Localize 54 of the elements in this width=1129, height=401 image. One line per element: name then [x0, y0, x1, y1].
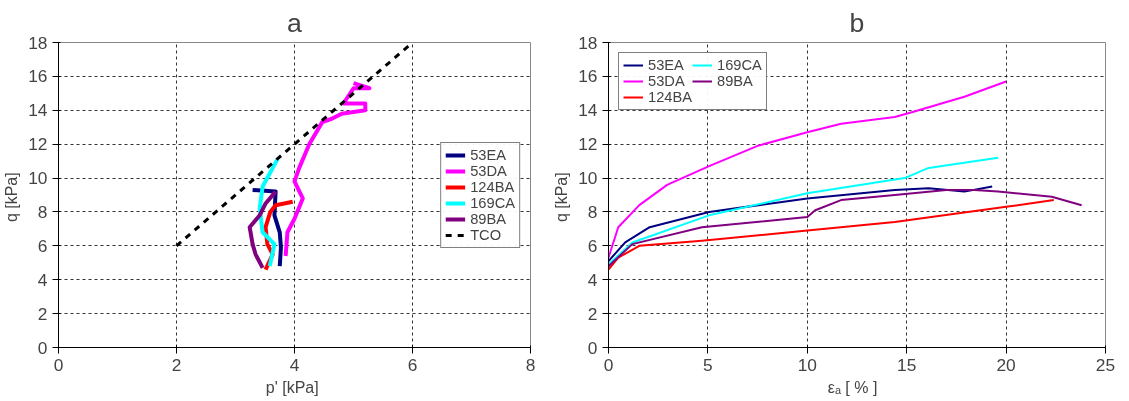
- legend-label: TCO: [470, 226, 502, 243]
- y-axis-title: q [kPa]: [553, 172, 571, 223]
- y-tick-label: 12: [28, 134, 48, 155]
- x-axis-title: εₐ [ % ]: [827, 378, 878, 396]
- x-axis-title: p' [kPa]: [265, 378, 319, 396]
- y-axis-title: q [kPa]: [3, 172, 21, 223]
- legend-label: 89BA: [717, 73, 753, 89]
- x-tick-label: 6: [407, 354, 418, 375]
- line-series: [608, 188, 1083, 268]
- legend-label: 53DA: [648, 73, 685, 89]
- x-tick-label: 0: [53, 354, 64, 375]
- y-tick-label: 16: [28, 66, 48, 87]
- legend-label: 169CA: [717, 57, 762, 73]
- chart-title: b: [849, 7, 865, 38]
- y-tick-label: 6: [587, 235, 598, 256]
- y-tick-label: 10: [578, 168, 598, 189]
- x-tick-label: 2: [171, 354, 182, 375]
- y-tick-label: 16: [578, 66, 598, 87]
- legend-label: 124BA: [648, 89, 693, 105]
- y-tick-label: 8: [37, 201, 48, 222]
- y-tick-label: 0: [587, 337, 598, 358]
- y-tick-label: 10: [28, 168, 48, 189]
- legend-label: 53EA: [470, 146, 507, 163]
- legend-label: 169CA: [470, 194, 515, 211]
- x-tick-label: 15: [897, 354, 917, 375]
- y-tick-label: 8: [587, 201, 598, 222]
- y-tick-label: 6: [37, 235, 48, 256]
- y-tick-label: 18: [578, 32, 598, 53]
- legend-label: 53EA: [648, 57, 684, 73]
- legend-label: 89BA: [470, 210, 507, 227]
- x-tick-label: 25: [1095, 354, 1116, 375]
- x-tick-label: 4: [289, 354, 300, 375]
- x-tick-label: 20: [996, 354, 1016, 375]
- line-series: [608, 185, 994, 263]
- y-tick-label: 18: [28, 32, 48, 53]
- y-tick-label: 4: [37, 269, 48, 290]
- y-tick-label: 4: [587, 269, 598, 290]
- line-series: [608, 156, 1000, 266]
- y-tick-label: 2: [587, 303, 598, 324]
- y-tick-label: 14: [578, 100, 598, 121]
- y-tick-label: 12: [578, 134, 598, 155]
- line-series: [283, 81, 372, 258]
- chart-title: a: [287, 7, 303, 38]
- line-series: [608, 199, 1055, 271]
- x-tick-label: 5: [703, 354, 713, 375]
- y-tick-label: 2: [37, 303, 48, 324]
- x-tick-label: 0: [603, 354, 614, 375]
- x-tick-label: 10: [797, 354, 817, 375]
- legend-label: 53DA: [470, 162, 507, 179]
- x-tick-label: 8: [525, 354, 536, 375]
- y-tick-label: 14: [28, 100, 48, 121]
- legend-label: 124BA: [470, 178, 515, 195]
- y-tick-label: 0: [37, 337, 48, 358]
- line-series: [257, 157, 280, 269]
